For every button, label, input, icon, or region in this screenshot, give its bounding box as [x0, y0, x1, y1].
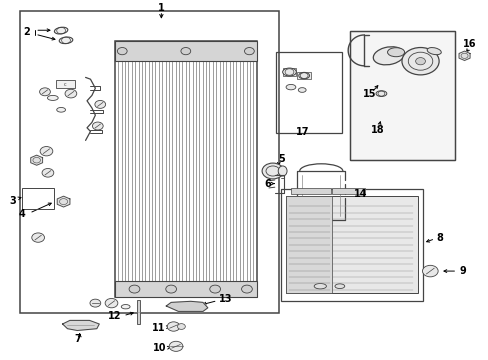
Text: 10: 10 [152, 343, 166, 353]
Text: c: c [64, 82, 67, 87]
Ellipse shape [313, 284, 326, 289]
Ellipse shape [278, 166, 286, 176]
Text: 7: 7 [74, 334, 81, 344]
Circle shape [95, 100, 105, 108]
Ellipse shape [285, 85, 295, 90]
Ellipse shape [375, 91, 386, 96]
Circle shape [401, 48, 438, 75]
Text: 14: 14 [353, 189, 367, 199]
Text: 4: 4 [19, 209, 25, 219]
Text: 15: 15 [362, 89, 375, 99]
Circle shape [105, 298, 118, 308]
Bar [349, 31, 454, 160]
Bar [56, 80, 75, 88]
Polygon shape [57, 196, 70, 207]
Circle shape [92, 122, 103, 130]
Circle shape [40, 88, 50, 96]
Bar [282, 68, 296, 76]
Ellipse shape [59, 37, 73, 44]
Polygon shape [458, 51, 469, 60]
Text: 18: 18 [370, 125, 384, 135]
Circle shape [32, 233, 44, 242]
Circle shape [40, 147, 53, 156]
Ellipse shape [47, 95, 58, 100]
Bar [297, 72, 310, 79]
Ellipse shape [298, 72, 309, 79]
Ellipse shape [298, 88, 305, 92]
Bar [115, 281, 256, 297]
Circle shape [241, 285, 252, 293]
Polygon shape [62, 320, 99, 330]
Circle shape [167, 322, 180, 331]
Bar [290, 188, 330, 194]
Text: 16: 16 [462, 39, 475, 49]
Circle shape [244, 48, 254, 55]
Bar [115, 41, 256, 61]
Ellipse shape [386, 48, 404, 57]
Circle shape [165, 285, 176, 293]
Bar [22, 188, 54, 209]
Text: 17: 17 [295, 127, 308, 137]
Bar [349, 31, 454, 160]
Circle shape [181, 48, 190, 55]
Polygon shape [31, 155, 42, 165]
Ellipse shape [372, 47, 404, 65]
Bar [137, 300, 140, 324]
Text: 3: 3 [10, 195, 17, 206]
Bar [276, 52, 342, 133]
Ellipse shape [334, 284, 344, 289]
Bar [332, 188, 365, 194]
Text: 13: 13 [218, 294, 232, 304]
Circle shape [90, 299, 101, 307]
Ellipse shape [57, 107, 65, 112]
Circle shape [117, 48, 127, 55]
Circle shape [422, 265, 437, 277]
Circle shape [169, 341, 183, 351]
Bar [115, 41, 256, 297]
Ellipse shape [282, 68, 296, 76]
Circle shape [415, 58, 425, 65]
Polygon shape [166, 301, 207, 311]
Text: 1: 1 [158, 3, 164, 13]
Text: 6: 6 [264, 179, 270, 189]
Ellipse shape [427, 48, 440, 55]
Ellipse shape [54, 27, 68, 34]
Text: 8: 8 [435, 233, 442, 243]
Text: 11: 11 [151, 323, 165, 333]
Circle shape [209, 285, 220, 293]
Circle shape [262, 163, 283, 179]
Bar [285, 196, 417, 293]
Text: 2: 2 [23, 27, 30, 37]
Circle shape [65, 89, 77, 98]
Text: 12: 12 [107, 311, 121, 321]
Circle shape [177, 324, 185, 329]
Text: 9: 9 [459, 266, 466, 276]
Bar [281, 189, 422, 301]
Circle shape [129, 285, 140, 293]
Circle shape [42, 168, 54, 177]
Ellipse shape [121, 305, 130, 309]
Text: 5: 5 [277, 154, 284, 164]
Bar [285, 196, 332, 293]
Bar [20, 11, 278, 313]
